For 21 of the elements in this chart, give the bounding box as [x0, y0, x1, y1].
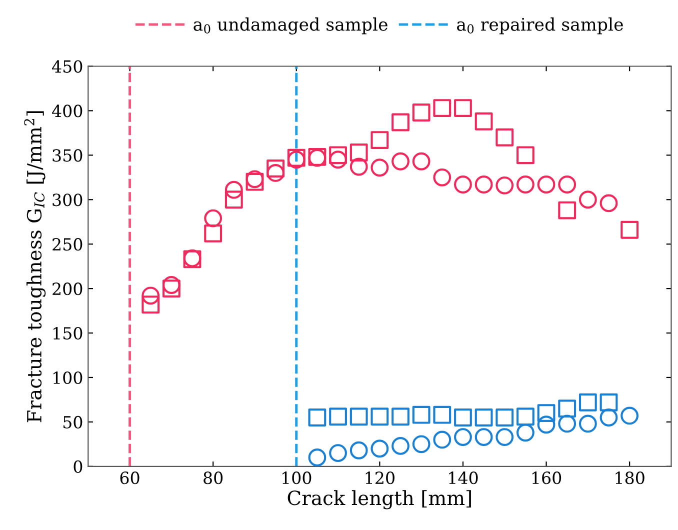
y-tick-label: 250	[52, 238, 82, 251]
x-tick-label: 80	[204, 472, 223, 484]
y-tick-label: 100	[54, 371, 82, 384]
x-tick-label: 160	[532, 472, 562, 484]
legend-label: a$_{0}$ undamaged sample	[194, 17, 388, 34]
legend-label: a$_{0}$ repaired sample	[457, 17, 623, 34]
x-tick-label: 60	[120, 472, 140, 484]
y-tick-label: 300	[52, 194, 82, 206]
x-tick-label: 100	[282, 472, 312, 484]
x-tick-label: 140	[449, 472, 478, 484]
y-axis-title: Fracture toughness G$_{IC}$ [J/mm$^{2}$]	[24, 111, 46, 422]
y-tick-label: 50	[63, 416, 82, 429]
y-tick-label: 200	[52, 282, 82, 296]
x-axis-title: Crack length [mm]	[288, 490, 471, 510]
x-tick-label: 180	[616, 472, 644, 484]
y-tick-label: 350	[52, 149, 82, 162]
y-tick-label: 400	[52, 104, 82, 118]
y-tick-label: 450	[52, 60, 82, 73]
y-tick-label: 0	[74, 460, 82, 473]
x-tick-label: 120	[366, 472, 394, 484]
y-tick-label: 150	[54, 326, 82, 340]
